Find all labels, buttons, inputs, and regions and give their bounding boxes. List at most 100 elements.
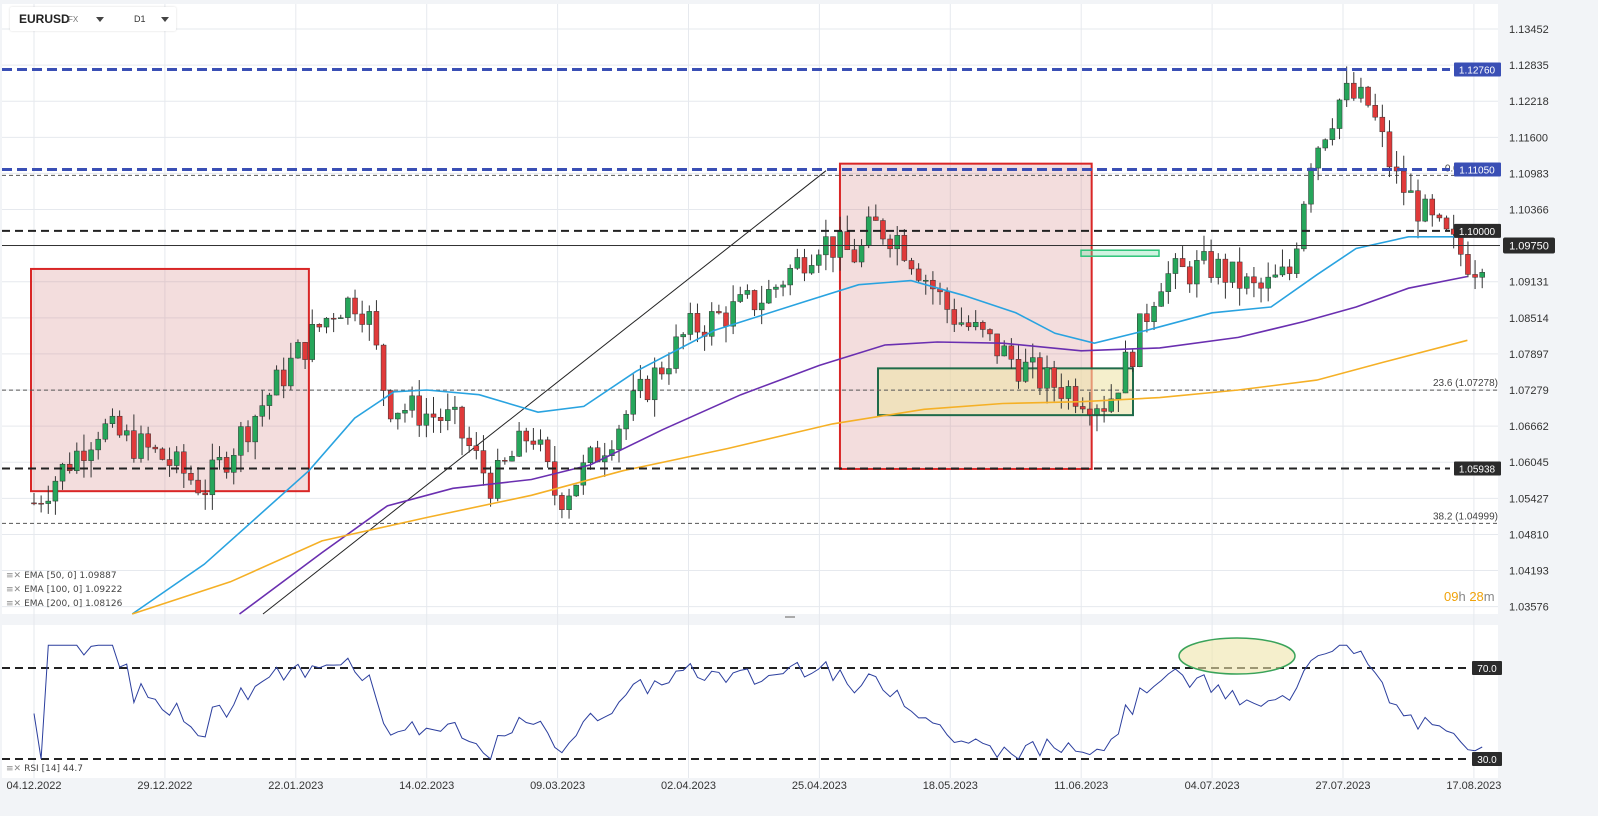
settings-close-icon[interactable]: ≡✕ [6,764,22,774]
price-tick-label: 1.06662 [1509,421,1549,433]
candle-countdown: 09h 28m [1444,589,1495,604]
settings-close-icon[interactable]: ≡✕ [6,571,22,581]
ema200-line [131,339,1468,615]
legend-rsi[interactable]: ≡✕ RSI [14] 44.7 [6,764,83,774]
legend-ema50[interactable]: ≡✕ EMA [50, 0] 1.09887 [6,571,117,581]
bear-candle [1208,251,1214,278]
bear-candle [66,463,73,471]
bear-candle [1286,266,1293,274]
bear-candle [352,297,358,315]
countdown-minutes: 28 [1469,589,1484,604]
price-tick-label: 1.04810 [1509,529,1549,541]
bear-candle [1351,82,1357,99]
bull-candle [295,342,301,359]
countdown-hours: 09 [1444,589,1459,604]
bear-candle [544,439,551,462]
bull-candle [566,495,572,510]
bear-candle [559,495,565,510]
bull-candle [74,450,80,471]
time-tick-label: 29.12.2022 [137,780,192,792]
price-tick-label: 1.05427 [1509,493,1549,505]
price-axis [1498,0,1598,816]
bull-candle [1358,86,1364,99]
bull-candle [1244,276,1250,289]
countdown-m: m [1483,589,1495,604]
bear-candle [152,446,159,450]
bull-candle [666,368,672,375]
bull-candle [1343,82,1350,101]
bull-candle [787,267,793,286]
settings-close-icon[interactable]: ≡✕ [6,599,22,609]
bear-candle [887,238,893,250]
bear-candle [1372,105,1378,118]
settings-close-icon[interactable]: ≡✕ [6,585,22,595]
level-tag-bg [1454,62,1501,77]
bull-candle [345,297,351,318]
bull-candle [1301,203,1307,250]
bull-candle [423,413,430,426]
level-tag-label: 1.10000 [1459,227,1496,238]
timeframe-selector[interactable]: D1 [134,14,146,24]
bull-candle [173,451,180,466]
legend-ema200[interactable]: ≡✕ EMA [200, 0] 1.08126 [6,599,122,609]
bull-candle [794,257,801,269]
bull-candle [1308,167,1314,205]
bear-candle [359,313,365,325]
price-tick-label: 1.03576 [1509,602,1549,614]
bull-candle [1094,408,1100,415]
bear-candle [1251,276,1257,284]
bear-candle [659,367,665,375]
bull-candle [573,484,579,497]
bear-candle [1365,86,1371,106]
bull-candle [758,302,765,311]
bear-candle [1079,406,1086,410]
bear-candle [1008,345,1015,360]
bear-candle [159,448,166,460]
bull-candle [1158,291,1164,307]
symbol-chevron-down-icon[interactable] [96,17,104,22]
price-tick-label: 1.10983 [1509,168,1549,180]
bull-candle [95,438,101,451]
timeframe-chevron-down-icon[interactable] [161,17,169,22]
bull-candle [730,301,736,327]
bull-candle [1272,274,1279,278]
fib-level-label: 23.6 (1.07278) [1433,378,1498,389]
bull-candle [88,449,94,461]
level-tag-bg [1454,162,1501,177]
bull-candle [737,294,744,302]
symbol-selector[interactable]: EURUSD FX D1 [10,7,176,31]
legend-ema100[interactable]: ≡✕ EMA [100, 0] 1.09222 [6,585,122,595]
price-tick-label: 1.07897 [1509,349,1549,361]
bull-candle [673,336,679,369]
rsi-level-tag-bg [1472,661,1502,675]
level-tag-label: 1.05938 [1459,464,1496,475]
bear-candle [1258,282,1264,289]
bear-candle [373,311,380,346]
bear-candle [1472,274,1478,278]
bull-candle [1065,386,1072,399]
level-tag-label: 1.12760 [1459,66,1496,77]
bull-candle [587,447,594,463]
bear-candle [1379,116,1386,133]
time-tick-label: 22.01.2023 [268,780,323,792]
level-tag-bg [1454,223,1501,238]
time-tick-label: 09.03.2023 [530,780,585,792]
bear-candle [387,390,394,420]
ema100-line [239,275,1468,615]
symbol-name[interactable]: EURUSD [19,12,70,26]
bull-candle [509,456,515,462]
bear-candle [116,415,123,436]
bull-candle [288,357,294,387]
price-tick-label: 1.09131 [1509,277,1549,289]
bear-candle [166,459,173,466]
time-tick-label: 25.04.2023 [792,780,847,792]
bull-candle [923,279,929,282]
bull-candle [338,317,344,319]
bear-candle [330,317,337,320]
bear-candle [1015,359,1022,382]
bear-candle [1179,258,1186,268]
time-tick-label: 18.05.2023 [923,780,978,792]
legend-ema100-label: EMA [100, 0] 1.09222 [24,585,123,595]
candles [31,66,1485,519]
